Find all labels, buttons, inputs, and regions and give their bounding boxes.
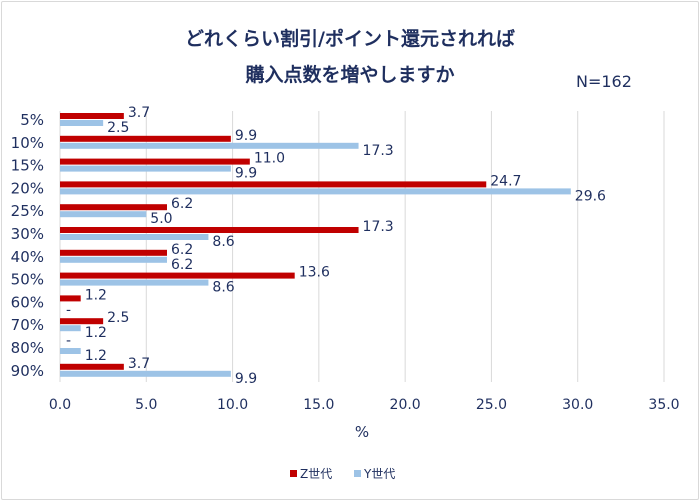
- x-tick-label: 20.0: [390, 397, 421, 413]
- y-tick-label: 10%: [11, 134, 44, 152]
- bar-z: [60, 113, 124, 119]
- x-tick-label: 0.0: [49, 397, 71, 413]
- data-label: 24.7: [490, 173, 521, 189]
- data-label: 3.7: [128, 356, 150, 372]
- bar-z: [60, 227, 359, 233]
- x-axis-label: %: [355, 423, 369, 441]
- bar-z: [60, 295, 81, 302]
- y-tick-label: 30%: [11, 225, 44, 243]
- x-tick-label: 10.0: [217, 397, 248, 413]
- bar-z: [60, 181, 487, 188]
- data-label: 17.3: [363, 143, 394, 159]
- legend-label: Z世代: [300, 467, 332, 481]
- data-label: 1.2: [85, 348, 107, 364]
- chart-title-line1: どれくらい割引/ポイント還元されれば: [185, 28, 515, 50]
- x-tick-label: 25.0: [476, 397, 507, 413]
- y-tick-label: 60%: [11, 293, 44, 311]
- bar-y: [60, 211, 147, 218]
- y-tick-label: 90%: [11, 362, 44, 380]
- data-label: 13.6: [299, 265, 330, 281]
- data-label: 9.9: [235, 371, 257, 387]
- y-tick-label: 25%: [11, 202, 44, 220]
- y-tick-label: 15%: [11, 157, 44, 175]
- data-label: 9.9: [235, 128, 257, 144]
- chart-title-line2: 購入点数を増やしますか: [245, 64, 455, 86]
- data-label: 6.2: [171, 257, 193, 273]
- y-tick-label: 40%: [11, 248, 44, 266]
- bar-z: [60, 204, 167, 211]
- bar-y: [60, 348, 81, 354]
- bar-y: [60, 165, 231, 172]
- bar-y: [60, 120, 104, 126]
- data-label: 3.7: [128, 105, 150, 121]
- legend-swatch: [290, 470, 297, 477]
- y-tick-label: 50%: [11, 271, 44, 289]
- bar-z: [60, 158, 250, 165]
- data-label: 1.2: [85, 325, 107, 341]
- data-label: -: [66, 333, 71, 349]
- y-tick-label: 70%: [11, 316, 44, 334]
- x-tick-label: 15.0: [303, 397, 334, 413]
- bar-y: [60, 370, 231, 377]
- data-label: 2.5: [107, 120, 129, 136]
- x-tick-label: 30.0: [562, 397, 593, 413]
- bar-y: [60, 256, 167, 263]
- data-label: 11.0: [254, 151, 285, 167]
- x-tick-label: 35.0: [648, 397, 679, 413]
- data-label: -: [66, 302, 71, 318]
- bar-z: [60, 318, 104, 325]
- y-tick-label: 5%: [20, 111, 44, 129]
- bar-z: [60, 249, 167, 256]
- bar-y: [60, 188, 571, 195]
- data-label: 1.2: [85, 287, 107, 303]
- y-tick-label: 80%: [11, 339, 44, 357]
- bar-y: [60, 325, 81, 332]
- data-label: 17.3: [363, 219, 394, 235]
- sample-size-annotation: N=162: [576, 72, 632, 91]
- data-label: 9.9: [235, 166, 257, 182]
- bar-y: [60, 279, 209, 286]
- legend-swatch: [354, 470, 361, 477]
- bar-z: [60, 135, 231, 142]
- y-tick-label: 20%: [11, 179, 44, 197]
- bar-z: [60, 363, 124, 370]
- legend-label: Y世代: [363, 467, 395, 481]
- bar-z: [60, 272, 295, 279]
- data-label: 8.6: [212, 234, 234, 250]
- data-label: 6.2: [171, 242, 193, 258]
- data-label: 29.6: [575, 188, 606, 204]
- data-label: 6.2: [171, 196, 193, 212]
- data-label: 2.5: [107, 310, 129, 326]
- bar-y: [60, 234, 209, 240]
- x-tick-label: 5.0: [135, 397, 157, 413]
- bar-y: [60, 142, 359, 149]
- data-label: 5.0: [150, 211, 172, 227]
- data-label: 8.6: [212, 280, 234, 296]
